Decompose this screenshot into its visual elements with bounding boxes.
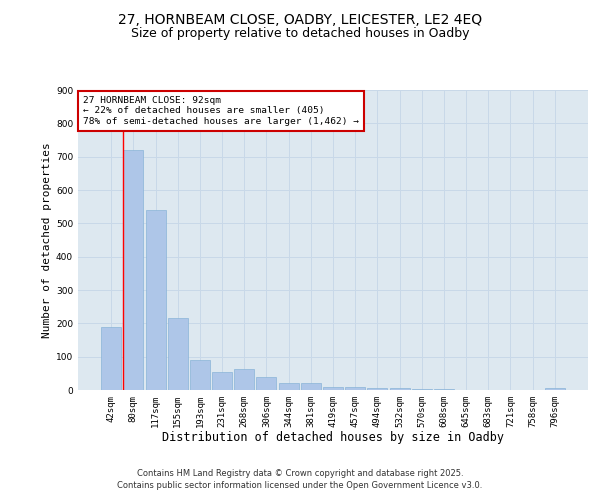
- Bar: [323, 387, 343, 390]
- Text: Contains HM Land Registry data © Crown copyright and database right 2025.: Contains HM Land Registry data © Crown c…: [137, 468, 463, 477]
- Bar: [278, 382, 299, 390]
- Bar: [212, 372, 232, 390]
- Bar: [146, 210, 166, 390]
- X-axis label: Distribution of detached houses by size in Oadby: Distribution of detached houses by size …: [162, 432, 504, 444]
- Y-axis label: Number of detached properties: Number of detached properties: [42, 142, 52, 338]
- Bar: [367, 388, 388, 390]
- Text: Size of property relative to detached houses in Oadby: Size of property relative to detached ho…: [131, 28, 469, 40]
- Bar: [234, 370, 254, 390]
- Bar: [301, 382, 321, 390]
- Bar: [545, 388, 565, 390]
- Bar: [190, 360, 210, 390]
- Text: 27, HORNBEAM CLOSE, OADBY, LEICESTER, LE2 4EQ: 27, HORNBEAM CLOSE, OADBY, LEICESTER, LE…: [118, 12, 482, 26]
- Bar: [168, 318, 188, 390]
- Bar: [389, 388, 410, 390]
- Text: Contains public sector information licensed under the Open Government Licence v3: Contains public sector information licen…: [118, 481, 482, 490]
- Bar: [124, 150, 143, 390]
- Text: 27 HORNBEAM CLOSE: 92sqm
← 22% of detached houses are smaller (405)
78% of semi-: 27 HORNBEAM CLOSE: 92sqm ← 22% of detach…: [83, 96, 359, 126]
- Bar: [101, 326, 121, 390]
- Bar: [256, 376, 277, 390]
- Bar: [345, 387, 365, 390]
